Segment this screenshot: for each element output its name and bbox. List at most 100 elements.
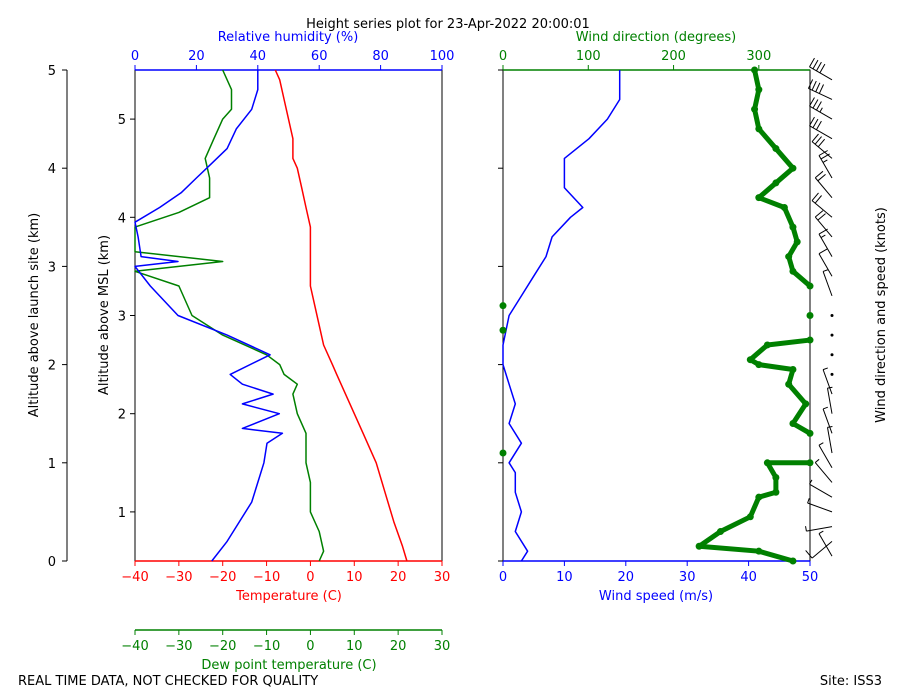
wind-barb-flag (815, 61, 822, 72)
wind-barb-shaft (822, 408, 833, 434)
chart-title: Height series plot for 23-Apr-2022 20:00… (306, 17, 590, 32)
axis-ticks: −40 −30 −20 −10 0 10 20 30−40 −30 −20 −10 0 10 20 300 2… (48, 49, 819, 654)
launch-altitude-tick-label: 5 (48, 64, 56, 79)
wind-barb-half-flag (822, 406, 828, 410)
wind-direction-tick-label: 0 (499, 49, 507, 64)
wind-direction-segment (756, 126, 779, 152)
rh-tick-label: 40 (250, 49, 267, 64)
wind-barb-flag (817, 213, 826, 221)
quality-notice: REAL TIME DATA, NOT CHECKED FOR QUALITY (18, 674, 319, 689)
wind-barb-flag (807, 79, 814, 89)
rh-tick-label: 100 (430, 49, 455, 64)
wind-barb-half-flag (805, 526, 807, 532)
wind-direction-axis-label: Wind direction (degrees) (576, 30, 736, 45)
wind-direction-segment (747, 342, 770, 363)
data-series (134, 66, 814, 565)
wind-barb-half-flag (822, 269, 828, 272)
wind-barb-calm (830, 314, 834, 317)
wind-direction-segment (696, 543, 762, 554)
launch-altitude-tick-label: 0 (48, 555, 56, 570)
wind-direction-point (499, 302, 507, 310)
wind-barb-half-flag (819, 107, 823, 113)
wind-speed-line (502, 70, 621, 562)
msl-altitude-tick-label: 3 (118, 310, 126, 325)
wind-barb-flag (818, 248, 828, 255)
wind-barb-shaft (808, 88, 833, 100)
wind-direction-segment (747, 494, 762, 520)
wind-barbs (805, 57, 834, 559)
wind-barb-half-flag (822, 159, 828, 163)
wind-direction-point (499, 449, 507, 457)
wind-speed-tick-label: 40 (740, 570, 757, 585)
wind-barb-shaft (809, 105, 833, 120)
thermo-plot-frame (134, 69, 443, 562)
temperature-tick-label: 10 (346, 570, 363, 585)
temperature-tick-label: 0 (306, 570, 314, 585)
msl-altitude-axis-label: Altitude above MSL (km) (97, 235, 112, 395)
msl-altitude-tick-label: 2 (118, 408, 126, 423)
wind-barb-flag (817, 173, 826, 182)
wind-barb-shaft (809, 66, 833, 81)
wind-direction-segment (756, 548, 796, 564)
wind-direction-tick-label: 200 (661, 49, 686, 64)
wind-barb-shaft (809, 125, 833, 140)
wind-barb-flag (814, 136, 822, 145)
wind-direction-segment (790, 401, 809, 427)
wind-barb-half-flag (822, 367, 828, 371)
temperature-line (274, 69, 408, 562)
wind-speed-tick-label: 20 (618, 570, 635, 585)
wind-barb-shaft (826, 427, 833, 454)
wind-barb-shaft (814, 462, 833, 483)
wind-speed-tick-label: 50 (802, 570, 819, 585)
wind-barb-shaft (811, 200, 833, 218)
wind-direction-segment (756, 362, 796, 373)
wind-direction-segment (764, 337, 813, 348)
site-label: Site: ISS3 (819, 674, 882, 689)
temperature-tick-label: 30 (434, 570, 451, 585)
wind-speed-tick-label: 0 (499, 570, 507, 585)
wind-barb-flag (818, 84, 824, 94)
msl-altitude-tick-label: 4 (118, 211, 126, 226)
wind-direction-segment (790, 421, 813, 436)
wind-direction-segment (786, 239, 800, 260)
wind-barb-half-flag (814, 458, 820, 463)
wind-direction-segment (696, 529, 723, 549)
dewpoint-tick-label: −30 (165, 639, 192, 654)
wind-direction-segment (790, 268, 813, 289)
wind-speed-tick-label: 30 (679, 570, 696, 585)
dewpoint-tick-label: −10 (253, 639, 280, 654)
launch-altitude-tick-label: 1 (48, 457, 56, 472)
wind-speed-tick-label: 10 (556, 570, 573, 585)
wind-direction-segment (717, 514, 753, 535)
wind-plot-frame (502, 69, 811, 562)
wind-direction-point (499, 326, 507, 334)
dewpoint-tick-label: 20 (390, 639, 407, 654)
wind-direction-segment (786, 381, 809, 407)
launch-altitude-axis-label: Altitude above launch site (km) (27, 213, 42, 417)
temperature-axis-label: Temperature (C) (235, 589, 342, 604)
wind-barb-flag (814, 195, 822, 204)
dewpoint-tick-label: 10 (346, 639, 363, 654)
wind-barb-flag (809, 97, 815, 107)
dewpoint-tick-label: 0 (306, 639, 314, 654)
temperature-tick-label: −10 (253, 570, 280, 585)
wind-direction-segment (752, 106, 762, 132)
wind-barb-flag (818, 150, 828, 156)
wind-barb-flag (809, 116, 815, 126)
wind-direction-segment (786, 254, 796, 274)
wind-barb-flag (819, 63, 826, 74)
temperature-tick-label: −30 (165, 570, 192, 585)
rh-tick-label: 60 (311, 49, 328, 64)
wind-barb-flag (817, 138, 826, 148)
wind-direction-segment (756, 180, 779, 201)
wind-barb-flag (811, 80, 817, 91)
wind-direction-segment (752, 67, 762, 93)
wind-direction-point (806, 312, 814, 319)
wind-barb-half-flag (818, 442, 824, 446)
wind-barb-shaft (811, 141, 833, 159)
rh-axis-label: Relative humidity (%) (218, 30, 359, 45)
launch-altitude-tick-label: 2 (48, 359, 56, 374)
wind-barb-half-flag (818, 530, 824, 535)
wind-barb-shaft (806, 526, 833, 532)
wind-direction-segment (773, 146, 796, 171)
